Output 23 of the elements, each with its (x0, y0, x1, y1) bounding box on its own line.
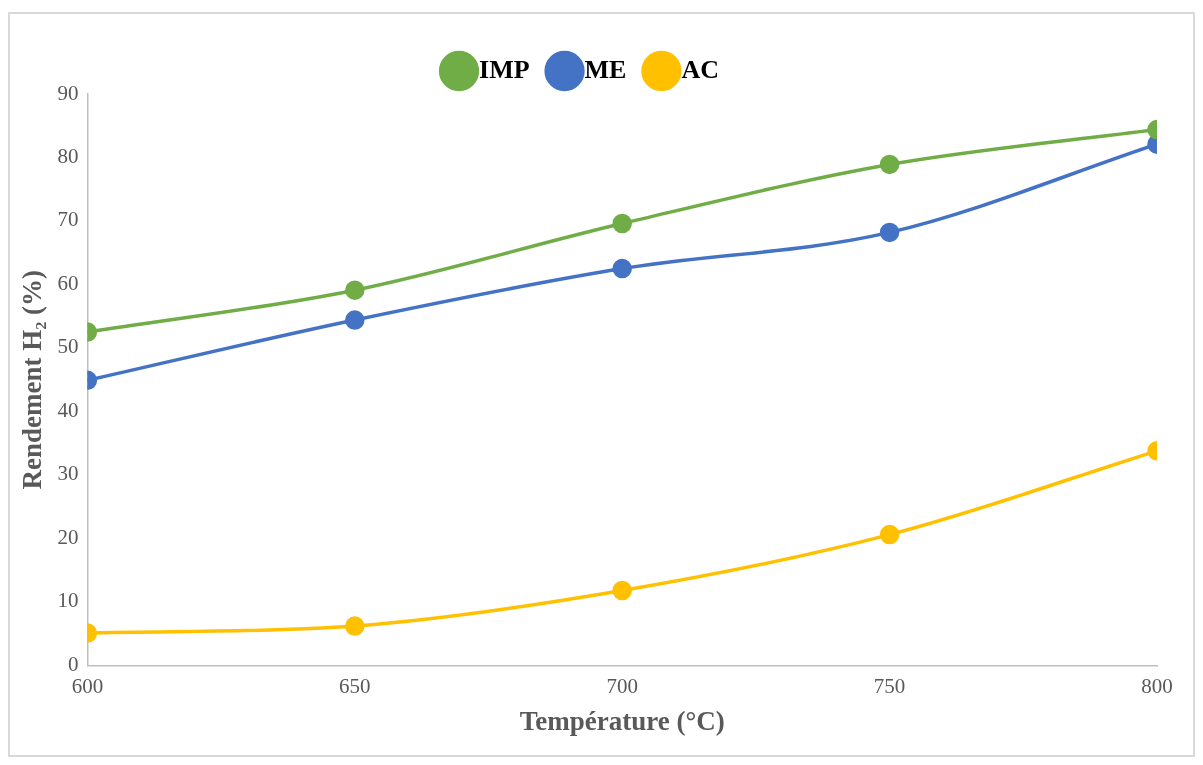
legend-label: AC (681, 54, 719, 84)
x-tick-label: 800 (1141, 673, 1173, 698)
y-tick-label: 30 (57, 461, 79, 486)
y-tick-label: 90 (57, 80, 79, 105)
y-tick-label: 70 (57, 207, 79, 232)
y-axis-title: Rendement H₂ (%) (17, 269, 48, 490)
x-tick-label: 600 (71, 673, 104, 698)
y-tick-label: 60 (57, 270, 79, 295)
x-axis-title: Température (°C) (519, 705, 725, 736)
legend-label: ME (584, 54, 627, 84)
point (612, 213, 632, 234)
y-tick-label: 40 (57, 397, 79, 422)
point (612, 580, 632, 601)
y-tick-label: 10 (57, 588, 79, 613)
x-tick-label: 700 (606, 673, 638, 698)
y-tick-label: 50 (57, 334, 79, 359)
legend-label: IMP (479, 54, 530, 84)
y-tick-label: 80 (57, 144, 79, 168)
y-tick-label: 0 (67, 651, 79, 676)
x-tick-label: 650 (339, 673, 371, 698)
x-tick-label: 750 (873, 673, 906, 698)
point (612, 258, 632, 279)
y-tick-label: 20 (57, 524, 79, 549)
